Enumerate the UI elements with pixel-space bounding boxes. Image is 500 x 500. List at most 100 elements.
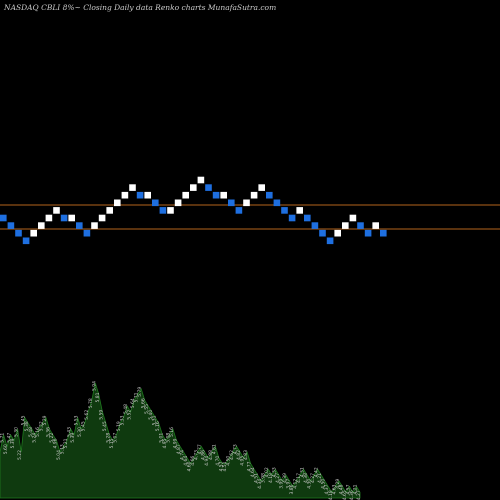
volume-label: 5.79 <box>137 387 143 397</box>
volume-label: 4.30 <box>307 479 313 489</box>
volume-label: 4.51 <box>222 461 228 471</box>
volume-label: 5.07 <box>113 433 119 443</box>
renko-brick-down <box>60 214 68 222</box>
volume-label: 3.86 <box>289 484 295 494</box>
volume-label: 4.96 <box>53 438 59 448</box>
volume-label: 5.52 <box>127 410 133 420</box>
renko-brick-down <box>273 199 281 207</box>
renko-brick-down <box>22 237 30 245</box>
renko-brick-up <box>349 214 357 222</box>
volume-label: 5.08 <box>165 433 171 443</box>
volume-label: 4.88 <box>208 450 214 460</box>
volume-label: 5.48 <box>123 404 129 414</box>
renko-brick-down <box>364 229 372 237</box>
volume-area-fill <box>0 382 361 499</box>
volume-label: 5.55 <box>144 404 150 414</box>
volume-label: 4.57 <box>218 461 224 471</box>
volume-label: 4.31 <box>300 467 306 477</box>
renko-brick-up <box>121 191 129 199</box>
volume-label: 5.81 <box>95 392 101 402</box>
renko-brick-up <box>106 207 113 214</box>
volume-label: 4.27 <box>275 473 281 483</box>
renko-brick-up <box>144 191 151 199</box>
renko-brick-up <box>372 222 379 229</box>
volume-label: 4.87 <box>176 444 182 454</box>
volume-label: 5.53 <box>74 415 80 425</box>
renko-brick-down <box>228 199 235 207</box>
volume-label: 5.16 <box>155 421 161 431</box>
renko-brick-up <box>129 184 136 191</box>
volume-label: 4.21 <box>353 484 359 494</box>
volume-label: 5.38 <box>24 421 30 431</box>
volume-label: 4.18 <box>328 490 334 500</box>
volume-label: 5.16 <box>35 427 41 437</box>
volume-label: 4.34 <box>257 479 263 489</box>
volume-label: 4.50 <box>225 456 231 466</box>
volume-label: 4.12 <box>293 479 299 489</box>
renko-bricks <box>0 176 387 245</box>
volume-label: 4.48 <box>338 484 344 494</box>
volume-label: 4.29 <box>335 479 341 489</box>
volume-label: 5.29 <box>42 415 48 425</box>
renko-brick-up <box>197 176 205 184</box>
volume-label: 4.63 <box>331 484 337 494</box>
renko-brick-up <box>114 199 121 207</box>
renko-brick-down <box>311 222 319 229</box>
volume-label: 5.13 <box>60 444 66 454</box>
volume-label: 5.04 <box>56 450 62 460</box>
renko-brick-up <box>167 207 174 214</box>
volume-label: 4.37 <box>324 484 330 494</box>
volume-area: 5.895.715.605.475.395.305.225.455.385.48… <box>0 381 362 500</box>
volume-label: 4.33 <box>271 467 277 477</box>
renko-brick-down <box>235 207 243 214</box>
volume-label: 5.30 <box>77 427 83 437</box>
volume-label: 5.78 <box>88 398 94 408</box>
renko-brick-down <box>205 184 212 191</box>
volume-label: 5.71 <box>134 392 140 402</box>
renko-brick-up <box>45 214 53 222</box>
volume-label: 4.38 <box>303 473 309 483</box>
volume-label: 5.94 <box>91 381 97 391</box>
volume-label: 4.95 <box>162 438 168 448</box>
volume-label: 4.02 <box>264 467 270 477</box>
renko-brick-down <box>15 229 22 237</box>
volume-label: 4.99 <box>173 438 179 448</box>
renko-brick-down <box>7 222 15 229</box>
volume-label: 4.36 <box>349 490 355 500</box>
volume-label: 5.33 <box>120 415 126 425</box>
volume-label: 5.24 <box>31 433 37 443</box>
volume-label: 4.66 <box>190 456 196 466</box>
volume-label: 5.62 <box>84 410 90 420</box>
volume-label: 5.15 <box>109 438 115 448</box>
volume-label: 5.28 <box>105 433 111 443</box>
volume-label: 4.74 <box>180 450 186 460</box>
volume-label: 4.65 <box>342 490 348 500</box>
volume-label: 5.60 <box>3 444 9 454</box>
renko-brick-up <box>243 199 250 207</box>
renko-brick-up <box>250 191 258 199</box>
renko-brick-down <box>76 222 83 229</box>
renko-brick-up <box>98 214 106 222</box>
volume-label: 4.64 <box>183 456 189 466</box>
volume-label: 5.22 <box>17 450 23 460</box>
volume-label: 5.21 <box>63 438 69 448</box>
volume-label: 4.18 <box>268 473 274 483</box>
volume-label: 3.99 <box>278 479 284 489</box>
renko-brick-up <box>91 222 98 229</box>
volume-label: 4.39 <box>282 473 288 483</box>
volume-label: 4.64 <box>250 467 256 477</box>
volume-label: 4.60 <box>187 461 193 471</box>
renko-brick-down <box>159 207 167 214</box>
renko-brick-down <box>83 229 91 237</box>
volume-label: 5.48 <box>28 427 34 437</box>
volume-label: 4.86 <box>201 450 207 460</box>
renko-brick-down <box>281 207 288 214</box>
volume-label: 5.45 <box>102 421 108 431</box>
renko-brick-up <box>334 229 341 237</box>
volume-label: 5.66 <box>141 398 147 408</box>
volume-label: 4.50 <box>321 479 327 489</box>
renko-brick-up <box>342 222 349 229</box>
volume-label: 4.27 <box>356 490 362 500</box>
renko-brick-up <box>190 184 197 191</box>
